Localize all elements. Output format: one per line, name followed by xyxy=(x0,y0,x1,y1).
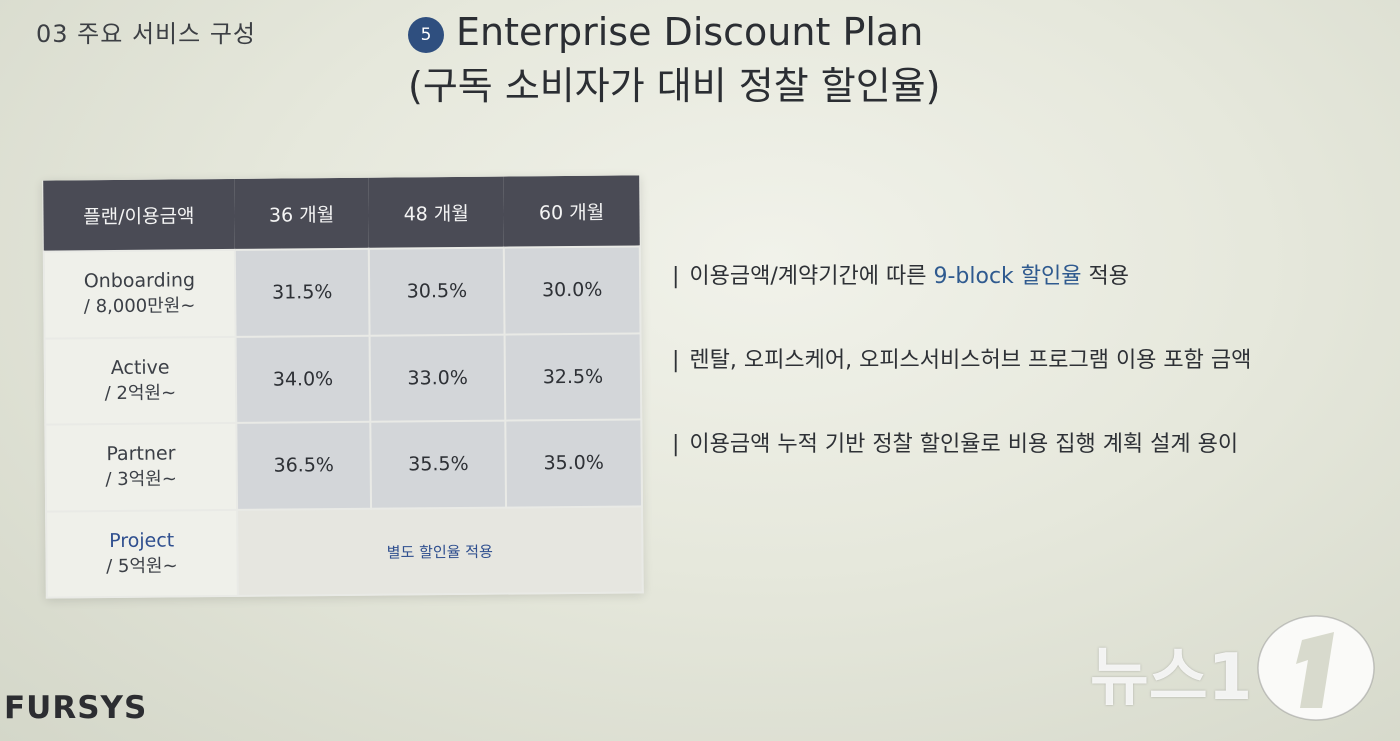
table-header: 48 개월 xyxy=(368,176,504,249)
note-bar: | xyxy=(672,432,680,457)
project-note: 별도 할인율 적용 xyxy=(386,542,493,562)
discount-cell: 33.0% xyxy=(369,334,506,422)
discount-table-card: 플랜/이용금액 36 개월 48 개월 60 개월 Onboarding / 8… xyxy=(42,175,644,599)
note-highlight: 9-block 할인율 xyxy=(933,264,1082,289)
title-line-1: 5 Enterprise Discount Plan xyxy=(408,4,940,60)
title-text: Enterprise Discount Plan xyxy=(456,10,924,54)
table-header: 36 개월 xyxy=(233,177,370,250)
plan-cell: Project / 5억원~ xyxy=(46,509,238,598)
note-text: 렌탈, 오피스케어, 오피스서비스허브 프로그램 이용 포함 금액 xyxy=(689,348,1252,373)
notes-list: | 이용금액/계약기간에 따른 9-block 할인율 적용 | 렌탈, 오피스케어… xyxy=(672,258,1251,510)
note-item: | 이용금액 누적 기반 정찰 할인율로 비용 집행 계획 설계 용이 xyxy=(672,426,1251,510)
table-row-project: Project / 5억원~ 별도 할인율 적용 xyxy=(46,505,643,598)
fursys-logo: FURSYS xyxy=(4,690,148,726)
project-note-cell: 별도 할인율 적용 xyxy=(236,505,643,596)
table-header: 플랜/이용금액 xyxy=(43,178,235,252)
note-text: 이용금액/계약기간에 따른 xyxy=(689,264,934,289)
plan-amount: / 2억원~ xyxy=(104,382,177,404)
section-label: 03 주요 서비스 구성 xyxy=(36,20,256,48)
news1-watermark: 뉴스1 xyxy=(1090,610,1390,730)
note-item: | 렌탈, 오피스케어, 오피스서비스허브 프로그램 이용 포함 금액 xyxy=(672,342,1251,426)
discount-cell: 34.0% xyxy=(235,335,371,423)
plan-name: Project xyxy=(109,529,175,552)
table-row: Partner / 3억원~ 36.5% 35.5% 35.0% xyxy=(45,419,643,512)
discount-table: 플랜/이용금액 36 개월 48 개월 60 개월 Onboarding / 8… xyxy=(42,175,644,598)
news1-logo-icon xyxy=(1257,615,1375,721)
discount-cell: 35.0% xyxy=(505,419,643,508)
discount-cell: 36.5% xyxy=(236,421,372,510)
discount-cell: 35.5% xyxy=(370,420,507,509)
note-bar: | xyxy=(672,348,680,373)
table-row: Active / 2억원~ 34.0% 33.0% 32.5% xyxy=(44,332,642,425)
plan-name: Partner xyxy=(106,442,176,466)
plan-amount: / 8,000만원~ xyxy=(83,295,196,318)
watermark-text: 뉴스1 xyxy=(1090,641,1253,715)
note-text: 이용금액 누적 기반 정찰 할인율로 비용 집행 계획 설계 용이 xyxy=(689,432,1239,457)
table-header-row: 플랜/이용금액 36 개월 48 개월 60 개월 xyxy=(43,175,640,252)
plan-cell: Onboarding / 8,000만원~ xyxy=(43,249,236,339)
title-subtitle: (구독 소비자가 대비 정찰 할인율) xyxy=(408,64,941,108)
discount-cell: 30.0% xyxy=(503,246,641,335)
discount-cell: 32.5% xyxy=(504,332,642,421)
plan-amount: / 5억원~ xyxy=(106,555,178,577)
discount-cell: 30.5% xyxy=(369,247,505,336)
plan-cell: Partner / 3억원~ xyxy=(45,422,237,512)
plan-amount: / 3억원~ xyxy=(105,468,177,491)
discount-cell: 31.5% xyxy=(234,248,370,337)
note-text-end: 적용 xyxy=(1081,264,1129,289)
plan-name: Active xyxy=(110,356,170,379)
plan-name: Onboarding xyxy=(83,269,196,293)
note-item: | 이용금액/계약기간에 따른 9-block 할인율 적용 xyxy=(672,258,1251,342)
note-bar: | xyxy=(672,264,680,289)
table-header: 60 개월 xyxy=(503,175,640,248)
number-badge: 5 xyxy=(408,17,444,53)
table-row: Onboarding / 8,000만원~ 31.5% 30.5% 30.0% xyxy=(43,246,641,339)
plan-cell: Active / 2억원~ xyxy=(44,336,237,425)
slide-title: 5 Enterprise Discount Plan (구독 소비자가 대비 정… xyxy=(408,4,940,112)
